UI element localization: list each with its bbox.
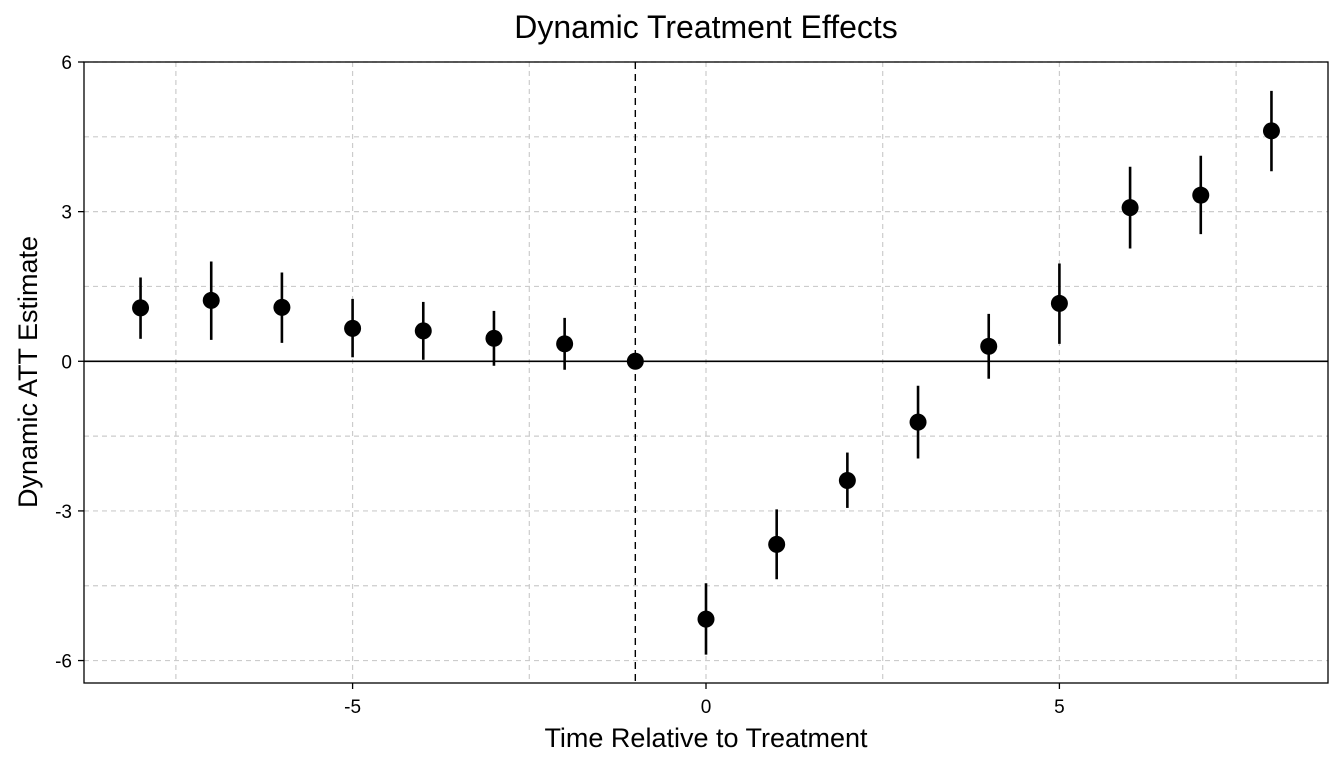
y-axis-title: Dynamic ATT Estimate (13, 236, 43, 508)
reference-lines (84, 62, 1328, 683)
axis-layer: -5 0 5 -6 -3 0 3 6 (55, 53, 1065, 718)
point-estimate-marker (626, 352, 644, 370)
y-tick-label: 0 (61, 352, 72, 373)
data-layer (132, 90, 1280, 655)
chart-title: Dynamic Treatment Effects (514, 9, 898, 45)
point-estimate-marker (485, 329, 503, 347)
x-tick-label: -5 (344, 697, 361, 718)
point-estimate-marker (1262, 122, 1280, 140)
point-estimate-marker (1050, 294, 1068, 312)
point-estimate-marker (414, 322, 432, 340)
point-estimate-marker (1192, 186, 1210, 204)
point-estimate-marker (556, 335, 574, 353)
point-estimate-marker (1121, 199, 1139, 217)
point-estimate-marker (768, 535, 786, 553)
x-tick-label: 5 (1054, 697, 1065, 718)
point-estimate-marker (697, 610, 715, 628)
x-tick-label: 0 (701, 697, 712, 718)
x-axis-title: Time Relative to Treatment (544, 723, 868, 753)
point-estimate-marker (838, 471, 856, 489)
y-tick-label: 3 (61, 203, 72, 224)
point-estimate-marker (344, 319, 362, 337)
y-tick-label: 6 (61, 53, 72, 74)
y-tick-label: -3 (55, 502, 72, 523)
point-estimate-marker (132, 299, 150, 317)
y-tick-label: -6 (55, 652, 72, 673)
point-estimate-marker (273, 298, 291, 316)
point-estimate-marker (980, 337, 998, 355)
point-estimate-marker (909, 413, 927, 431)
point-estimate-marker (202, 291, 220, 309)
